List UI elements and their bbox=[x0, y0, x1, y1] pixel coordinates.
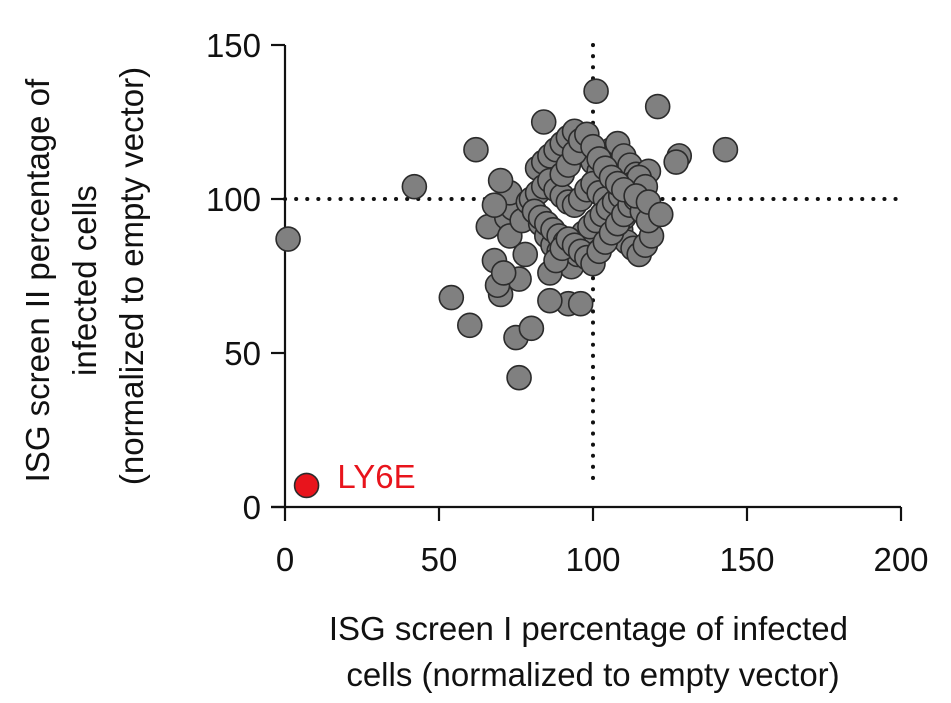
x-axis-title-line-1: ISG screen I percentage of infected bbox=[329, 610, 848, 647]
y-axis-title: ISG screen II percentage of infected cel… bbox=[19, 67, 150, 485]
x-tick-label: 200 bbox=[873, 541, 928, 578]
x-tick-label: 100 bbox=[565, 541, 620, 578]
data-point bbox=[481, 192, 508, 218]
y-axis-title-line-2: infected cells bbox=[66, 185, 103, 376]
data-point bbox=[463, 136, 489, 163]
data-point bbox=[712, 136, 739, 163]
data-points bbox=[275, 78, 739, 499]
data-point bbox=[663, 149, 689, 175]
annotation-label: LY6E bbox=[337, 458, 415, 495]
annotations: LY6E bbox=[337, 458, 415, 495]
data-point bbox=[490, 260, 517, 286]
y-axis-title-line-3: (normalized to empty vector) bbox=[113, 67, 150, 485]
x-tick-label: 0 bbox=[276, 541, 294, 578]
x-tick-label: 150 bbox=[719, 541, 774, 578]
y-tick-label: 0 bbox=[243, 489, 261, 526]
data-point bbox=[530, 109, 557, 135]
data-point bbox=[644, 93, 671, 120]
y-tick-label: 50 bbox=[224, 335, 261, 372]
highlight-point-ly6e bbox=[293, 472, 320, 499]
x-ticks: 0 50 100 150 200 bbox=[276, 507, 929, 578]
x-tick-label: 50 bbox=[421, 541, 458, 578]
data-point bbox=[456, 312, 483, 339]
data-point bbox=[518, 315, 545, 342]
data-point bbox=[512, 241, 539, 268]
y-tick-label: 150 bbox=[206, 27, 261, 64]
x-axis-title-line-2: cells (normalized to empty vector) bbox=[346, 656, 839, 693]
y-tick-label: 100 bbox=[206, 181, 261, 218]
data-point bbox=[487, 167, 514, 194]
data-point bbox=[401, 173, 428, 200]
axes bbox=[271, 45, 901, 509]
x-axis-title: ISG screen I percentage of infected cell… bbox=[329, 610, 857, 693]
data-point bbox=[583, 78, 609, 104]
data-point bbox=[537, 287, 563, 314]
data-point bbox=[275, 226, 301, 252]
data-point bbox=[506, 364, 532, 391]
data-point bbox=[438, 284, 465, 311]
y-ticks: 0 50 100 150 bbox=[206, 27, 285, 526]
data-point bbox=[567, 290, 594, 317]
data-point bbox=[647, 201, 674, 228]
y-axis-title-line-1: ISG screen II percentage of bbox=[19, 78, 56, 482]
